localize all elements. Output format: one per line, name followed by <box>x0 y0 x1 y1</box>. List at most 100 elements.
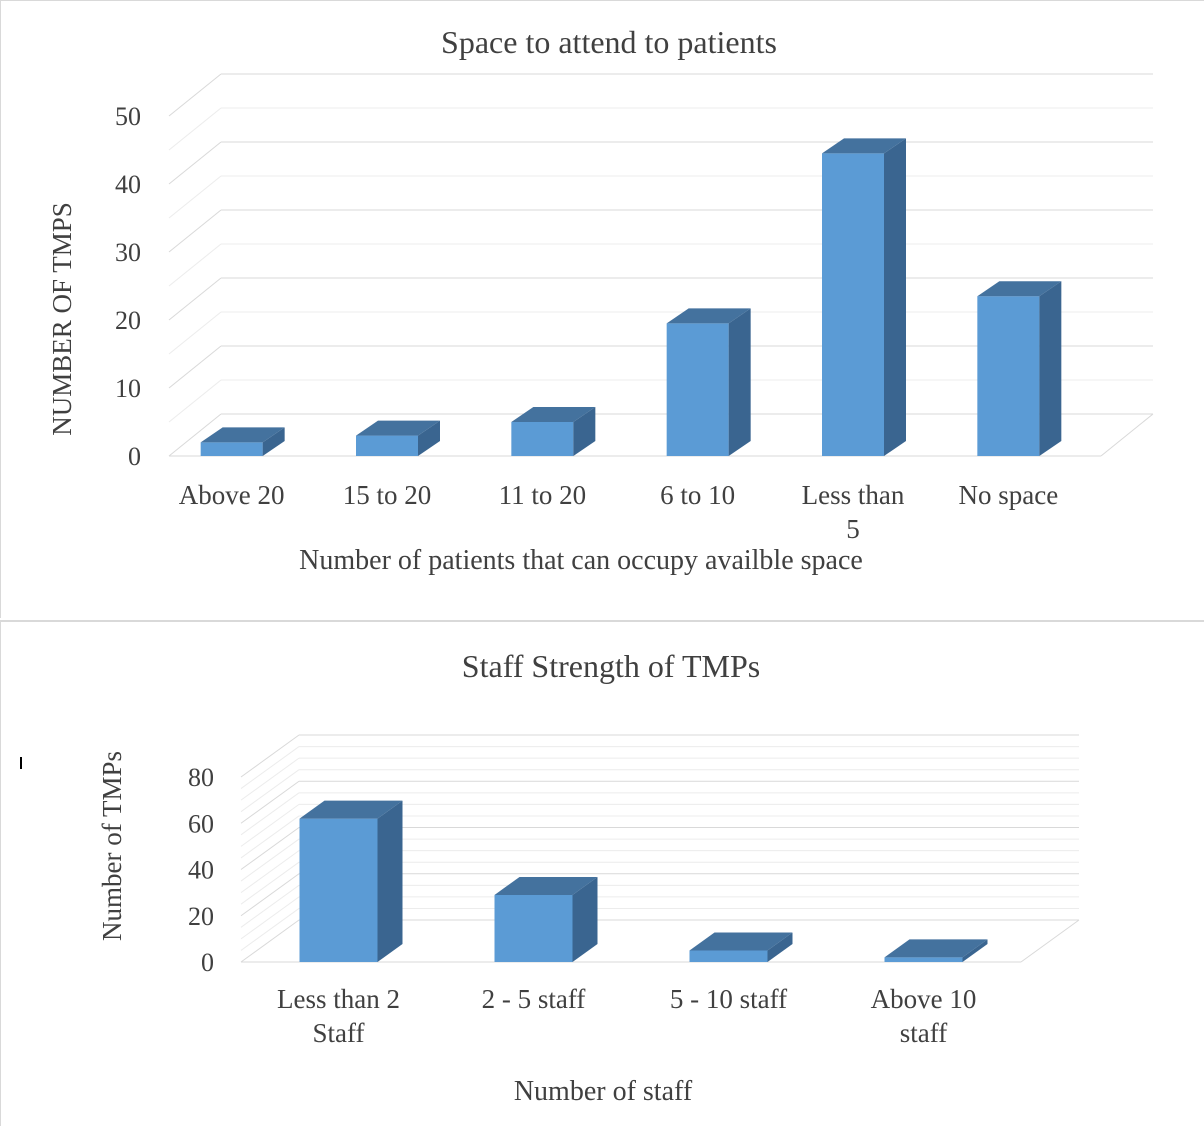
x-tick-label-line: 5 <box>846 514 860 544</box>
y-tick-label: 30 <box>115 238 141 267</box>
bar-side <box>262 427 285 456</box>
side-grid-line <box>240 746 300 789</box>
side-grid-line <box>240 861 300 905</box>
x-tick-label-line: 11 to 20 <box>499 480 587 510</box>
bar <box>356 435 418 456</box>
bar-top <box>511 407 596 422</box>
x-tick-label-line: No space <box>958 480 1058 510</box>
y-tick-label: 50 <box>115 102 141 131</box>
side-grid-line <box>240 803 300 847</box>
bar <box>689 950 768 962</box>
bar-side <box>377 800 403 962</box>
side-grid-line <box>240 792 300 836</box>
side-grid-line <box>168 379 222 423</box>
bar-side <box>884 138 906 456</box>
bar-top <box>494 876 598 895</box>
side-grid-line <box>168 413 222 457</box>
side-grid-line <box>240 780 300 824</box>
side-grid-line <box>168 345 222 389</box>
bar-side <box>573 407 596 456</box>
side-grid-line <box>240 896 300 940</box>
side-grid-line <box>240 850 300 894</box>
x-tick-label: Above 10 staff <box>871 984 977 1048</box>
side-grid-line <box>168 209 222 253</box>
x-tick-label: Less than 5 <box>802 480 905 544</box>
x-tick-label-line: staff <box>900 1018 948 1048</box>
x-tick-label: 15 to 20 <box>343 480 432 510</box>
side-grid-line <box>240 908 300 951</box>
x-tick-label-line: Less than 2 <box>277 984 400 1014</box>
y-tick-label: 20 <box>115 306 141 335</box>
bar <box>666 323 729 456</box>
x-tick-label: 6 to 10 <box>660 480 735 510</box>
side-grid-line <box>240 769 300 813</box>
x-tick-label-line: Above 20 <box>179 480 285 510</box>
chart-staff-panel: Staff Strength of TMPs Number of staff N… <box>0 620 1204 1126</box>
y-tick-label: 20 <box>188 902 214 931</box>
side-grid-line <box>168 73 222 117</box>
bar <box>977 296 1040 456</box>
y-axis-label: NUMBER OF TMPS <box>47 202 77 436</box>
y-tick-label: 60 <box>188 809 214 838</box>
y-tick-label: 0 <box>201 948 214 977</box>
bar-top <box>884 939 988 958</box>
x-tick-label-line: 5 - 10 staff <box>670 984 787 1014</box>
stray-mark <box>20 757 22 769</box>
side-grid-line <box>240 827 300 870</box>
bar-side <box>418 420 440 456</box>
x-tick-label: Above 20 <box>179 480 285 510</box>
side-grid-line <box>240 873 300 917</box>
bar-side <box>962 939 988 962</box>
chart-title: Staff Strength of TMPs <box>462 648 760 684</box>
chart-title: Space to attend to patients <box>441 24 777 60</box>
bar-top <box>689 932 793 951</box>
side-grid-line <box>240 815 300 859</box>
side-grid-line <box>168 107 222 151</box>
side-grid-line <box>168 141 222 185</box>
bar-top <box>356 420 440 436</box>
side-grid-line <box>168 311 222 355</box>
bar <box>511 422 574 456</box>
x-tick-label: 5 - 10 staff <box>670 984 787 1014</box>
x-tick-label-line: 15 to 20 <box>343 480 432 510</box>
side-grid-line <box>168 175 222 219</box>
floor-right-line <box>1100 413 1154 457</box>
chart-space-panel: Space to attend to patients Number of pa… <box>0 0 1204 618</box>
bar <box>494 894 573 962</box>
bar-side <box>728 308 751 456</box>
bar-side <box>1039 281 1062 456</box>
bar-top <box>200 427 285 443</box>
x-axis-label: Number of staff <box>514 1076 693 1107</box>
bar-top <box>299 800 403 819</box>
side-grid-line <box>240 838 300 882</box>
y-tick-label: 40 <box>188 856 214 885</box>
bar <box>200 442 263 456</box>
bar <box>299 818 378 962</box>
bar <box>884 957 963 962</box>
chart-staff-plot: 0 20 40 60 80 Less than 2 Staff 2 - 5 staff 5 - … <box>188 734 1080 1048</box>
x-tick-label-line: 6 to 10 <box>660 480 735 510</box>
x-tick-label-line: Less than <box>802 480 905 510</box>
x-tick-label: Less than 2 Staff <box>277 984 400 1048</box>
bar-side <box>767 932 793 962</box>
x-tick-label: No space <box>958 480 1058 510</box>
x-tick-label-line: Staff <box>313 1018 365 1048</box>
x-tick-label: 2 - 5 staff <box>482 984 586 1014</box>
bar-top <box>977 281 1062 297</box>
chart-staff-svg: Staff Strength of TMPs Number of staff N… <box>97 648 1080 1107</box>
side-grid-line <box>240 734 300 778</box>
x-tick-label-line: 2 - 5 staff <box>482 984 586 1014</box>
side-grid-line <box>240 919 300 963</box>
y-tick-label: 0 <box>128 442 141 471</box>
side-grid-line <box>168 243 222 287</box>
x-axis-label: Number of patients that can occupy avail… <box>299 545 863 576</box>
y-tick-label: 40 <box>115 170 141 199</box>
side-grid-line <box>240 757 300 801</box>
chart-space-plot: 0 10 20 30 40 50 Above 20 15 to 20 11 to 20 6 to … <box>115 73 1154 544</box>
bar-top <box>822 138 906 154</box>
side-grid-line <box>240 884 300 928</box>
floor-right-line <box>1020 919 1080 963</box>
bar-top <box>666 308 751 324</box>
chart-space-svg: Space to attend to patients Number of pa… <box>47 24 1154 576</box>
y-axis-label: Number of TMPs <box>97 751 127 941</box>
